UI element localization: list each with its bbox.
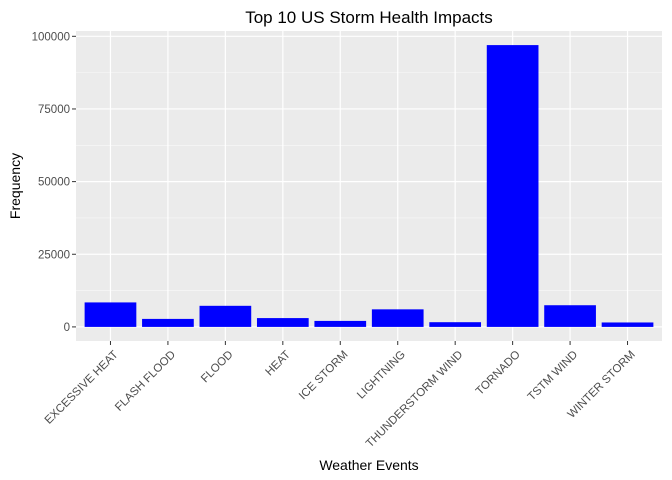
bar	[256, 318, 309, 327]
bars	[84, 45, 654, 327]
bar	[199, 305, 252, 327]
x-tick-label: HEAT	[263, 349, 293, 379]
x-tick-label: ICE STORM	[297, 349, 351, 403]
x-tick-label: EXCESSIVE HEAT	[43, 349, 121, 427]
plot-panel	[76, 31, 662, 341]
y-tick-label: 100000	[32, 31, 70, 43]
y-tick-label: 25000	[38, 249, 70, 261]
bar	[544, 305, 596, 327]
x-tick-label: FLOOD	[199, 349, 236, 386]
bar	[142, 318, 194, 327]
bar	[84, 302, 137, 327]
x-tick-label: TSTM WIND	[526, 349, 581, 404]
major-gridlines	[76, 31, 662, 341]
y-axis-title: Frequency	[7, 153, 23, 219]
y-tick-label: 0	[64, 322, 70, 334]
bar	[601, 322, 654, 327]
x-tick-label: FLASH FLOOD	[113, 349, 178, 414]
bar	[486, 45, 539, 327]
chart-title: Top 10 US Storm Health Impacts	[245, 8, 493, 27]
x-tick-label: TORNADO	[474, 349, 523, 398]
bar	[314, 320, 367, 327]
y-tick-label: 50000	[38, 177, 70, 189]
x-tick-label: THUNDERSTORM WIND	[364, 349, 465, 450]
minor-gridlines	[76, 72, 662, 291]
y-axis-ticks: 0 25000 50000 75000 100000	[32, 31, 76, 334]
x-tick-label: LIGHTNING	[355, 349, 408, 402]
bar	[429, 322, 482, 327]
y-tick-label: 75000	[38, 104, 70, 116]
x-axis-title: Weather Events	[319, 457, 418, 473]
bar	[371, 309, 424, 327]
